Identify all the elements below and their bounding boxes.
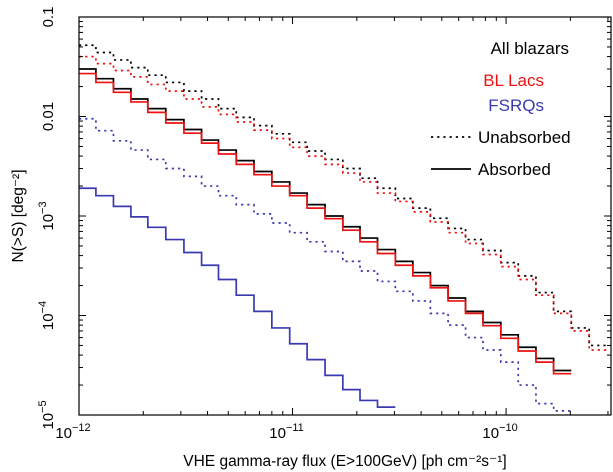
x-tick-label: 10−12 (55, 422, 90, 442)
series-all-blazars-unabsorbed (79, 44, 607, 347)
legend-entry-bl-lacs: BL Lacs (483, 71, 544, 90)
svg-text:10−5: 10−5 (37, 400, 57, 429)
x-tick-exponent: −11 (286, 422, 304, 434)
x-tick-exponent: −12 (72, 422, 91, 434)
legend-entry-fsrqs: FSRQs (488, 96, 544, 115)
y-tick-label: 10−4 (37, 301, 57, 330)
series-fsrqs-unabsorbed (79, 117, 572, 412)
y-tick-label: 0.1 (40, 7, 57, 28)
series-fsrqs-absorbed (79, 187, 396, 408)
x-tick-base: 10 (269, 425, 286, 442)
svg-text:0.1: 0.1 (40, 7, 57, 28)
svg-text:10−12: 10−12 (55, 422, 90, 442)
svg-text:10−10: 10−10 (482, 422, 517, 442)
y-tick-exponent: −5 (37, 400, 49, 413)
legend-unabsorbed-label: Unabsorbed (478, 128, 571, 147)
y-tick-label: 10−5 (37, 400, 57, 429)
svg-text:10−4: 10−4 (37, 301, 57, 330)
y-tick-base: 10 (40, 313, 57, 330)
svg-text:10−3: 10−3 (37, 201, 57, 230)
series-bl-lacs-absorbed (79, 72, 572, 375)
y-tick-label: 0.01 (40, 102, 57, 131)
y-axis-title: N(>S) [deg⁻²] (10, 169, 27, 262)
x-tick-base: 10 (482, 425, 499, 442)
legend-absorbed-label: Absorbed (478, 160, 551, 179)
series-layer (79, 44, 607, 412)
legend-entry-all-blazars: All blazars (491, 39, 569, 58)
x-tick-label: 10−11 (269, 422, 304, 442)
y-tick-label: 10−3 (37, 201, 57, 230)
y-tick-exponent: −4 (37, 301, 49, 314)
x-tick-label: 10−10 (482, 422, 517, 442)
x-tick-base: 10 (55, 425, 72, 442)
x-tick-exponent: −10 (499, 422, 518, 434)
legend: All blazars BL Lacs FSRQs Unabsorbed Abs… (431, 39, 571, 179)
x-axis-title: VHE gamma-ray flux (E>100GeV) [ph cm⁻²s⁻… (183, 453, 506, 470)
svg-text:10−11: 10−11 (269, 422, 304, 442)
series-bl-lacs-unabsorbed (79, 55, 607, 351)
y-tick-base: 10 (40, 413, 57, 430)
y-tick-exponent: −3 (37, 201, 49, 214)
svg-text:0.01: 0.01 (40, 102, 57, 131)
y-tick-base: 10 (40, 214, 57, 231)
